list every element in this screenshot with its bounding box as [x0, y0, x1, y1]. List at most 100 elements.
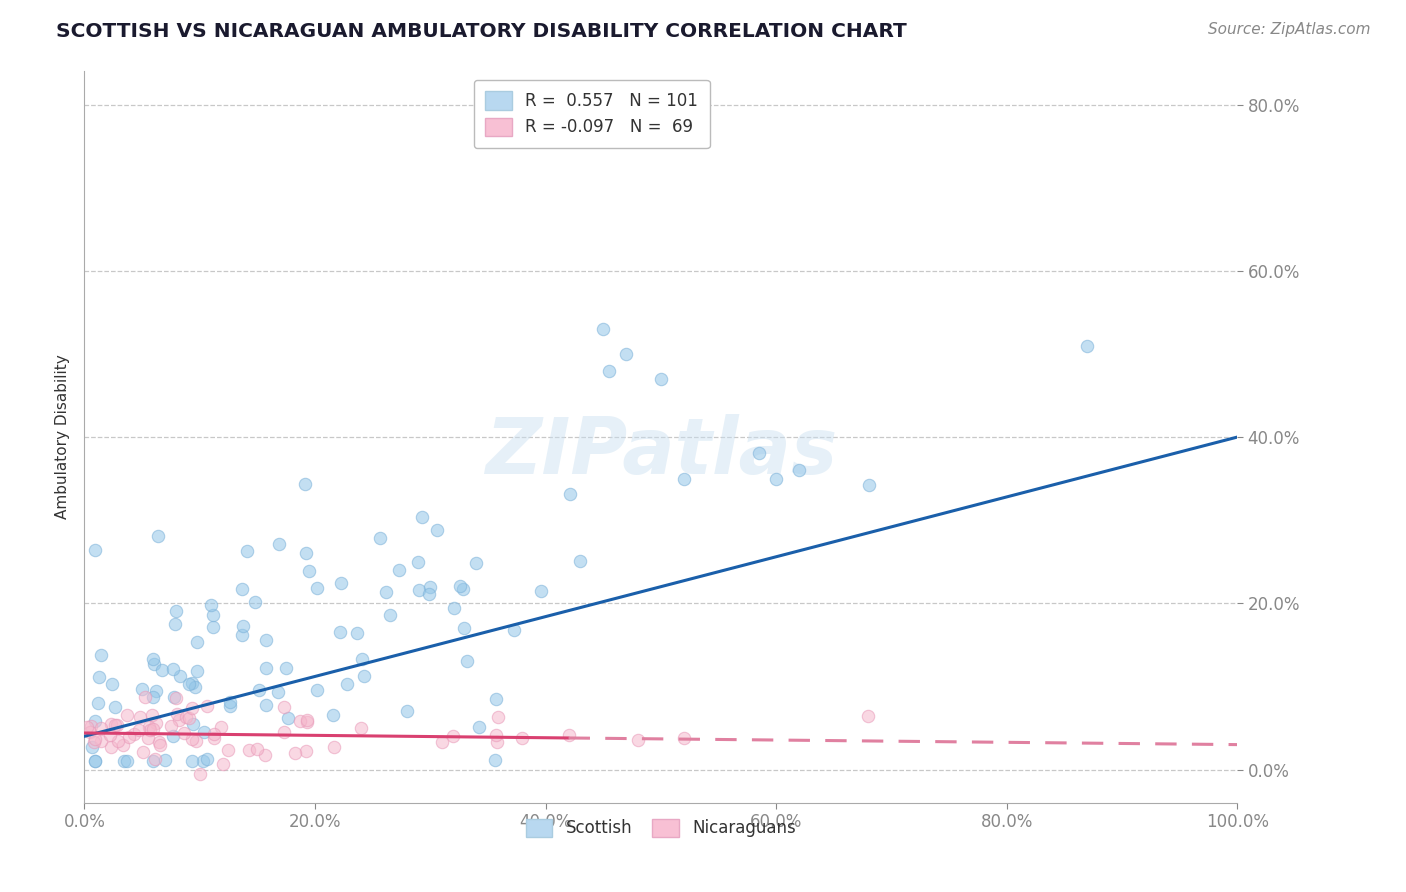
Point [181, 700, 204, 714]
Point [231, 582, 253, 597]
Text: ZIPatlas: ZIPatlas [485, 414, 837, 490]
Point [143, 752, 166, 766]
Point [165, 604, 187, 618]
Point [142, 722, 165, 736]
Point [111, 738, 134, 752]
Point [273, 725, 295, 739]
Point [503, 624, 526, 638]
Point [672, 472, 695, 486]
Point [115, 754, 138, 768]
Point [430, 735, 453, 749]
Point [153, 753, 176, 767]
Point [146, 529, 169, 543]
Point [388, 563, 411, 577]
Point [128, 723, 150, 738]
Y-axis label: Ambulatory Disability: Ambulatory Disability [55, 355, 70, 519]
Point [453, 582, 475, 596]
Point [408, 582, 430, 597]
Point [453, 621, 475, 635]
Point [141, 708, 163, 723]
Point [149, 738, 172, 752]
Point [100, 739, 122, 754]
Point [858, 708, 880, 723]
Point [84, 714, 107, 728]
Point [100, 677, 122, 691]
Point [217, 743, 239, 757]
Point [165, 691, 187, 706]
Point [592, 322, 614, 336]
Point [350, 652, 373, 666]
Point [426, 523, 449, 537]
Point [322, 708, 344, 723]
Point [246, 741, 269, 756]
Point [858, 478, 880, 492]
Point [211, 756, 233, 771]
Point [238, 742, 260, 756]
Point [89, 669, 111, 683]
Point [188, 766, 211, 780]
Point [132, 745, 155, 759]
Point [353, 669, 375, 683]
Point [98, 728, 121, 742]
Point [83, 754, 105, 768]
Point [277, 711, 299, 725]
Point [484, 728, 506, 742]
Point [104, 700, 127, 714]
Point [193, 725, 215, 739]
Point [139, 723, 162, 737]
Point [103, 718, 125, 732]
Point [236, 544, 259, 558]
Point [418, 587, 440, 601]
Point [529, 583, 551, 598]
Point [181, 732, 204, 747]
Point [284, 746, 307, 760]
Point [117, 730, 139, 744]
Point [181, 676, 204, 690]
Point [406, 555, 429, 569]
Text: SCOTTISH VS NICARAGUAN AMBULATORY DISABILITY CORRELATION CHART: SCOTTISH VS NICARAGUAN AMBULATORY DISABI… [56, 22, 907, 41]
Point [145, 715, 167, 730]
Point [202, 620, 225, 634]
Point [184, 680, 207, 694]
Point [80, 739, 103, 754]
Point [267, 536, 290, 550]
Point [305, 682, 328, 697]
Point [295, 546, 318, 560]
Point [672, 731, 695, 745]
Point [79, 725, 101, 739]
Point [254, 660, 277, 674]
Point [1076, 338, 1098, 352]
Point [254, 698, 277, 713]
Point [167, 714, 190, 728]
Point [159, 719, 181, 733]
Point [145, 684, 167, 698]
Point [163, 690, 186, 705]
Point [184, 733, 207, 747]
Point [254, 748, 277, 763]
Point [294, 744, 316, 758]
Point [166, 706, 188, 721]
Point [186, 664, 208, 678]
Point [274, 661, 297, 675]
Point [191, 754, 214, 768]
Point [181, 754, 204, 768]
Point [329, 624, 352, 639]
Point [83, 731, 105, 746]
Point [183, 717, 205, 731]
Point [443, 601, 465, 615]
Point [195, 751, 218, 765]
Point [174, 709, 197, 723]
Point [148, 735, 170, 749]
Point [323, 739, 346, 754]
Legend: Scottish, Nicaraguans: Scottish, Nicaraguans [517, 810, 804, 846]
Point [346, 625, 368, 640]
Point [375, 585, 398, 599]
Point [568, 554, 591, 568]
Point [195, 699, 218, 714]
Point [614, 347, 637, 361]
Point [243, 595, 266, 609]
Point [395, 705, 418, 719]
Point [83, 754, 105, 768]
Point [87, 696, 110, 710]
Point [254, 633, 277, 648]
